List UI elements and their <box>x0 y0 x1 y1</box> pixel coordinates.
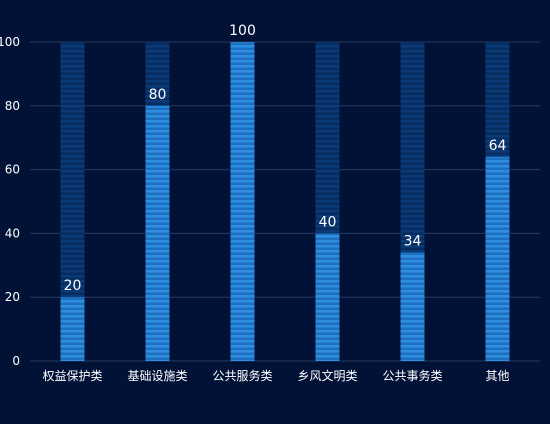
x-axis-tick-labels: 权益保护类 基础设施类 公共服务类 乡风文明类 公共事务类 其他 <box>42 368 509 383</box>
y-tick-label: 60 <box>5 163 20 177</box>
data-label: 40 <box>319 214 337 230</box>
bar <box>230 42 255 361</box>
y-tick-label: 40 <box>5 226 20 240</box>
x-tick-label: 权益保护类 <box>42 369 102 383</box>
data-label: 64 <box>489 138 507 154</box>
y-tick-label: 80 <box>5 99 20 113</box>
bar <box>315 233 340 361</box>
x-tick-label: 乡风文明类 <box>297 368 357 383</box>
data-labels: 20 80 100 40 34 64 <box>64 23 507 294</box>
data-label: 100 <box>229 23 256 39</box>
gridlines <box>30 41 540 362</box>
x-tick-label: 基础设施类 <box>127 369 187 383</box>
bar <box>485 156 510 361</box>
y-tick-label: 20 <box>5 290 20 304</box>
x-tick-label: 公共事务类 <box>382 368 442 383</box>
x-tick-label: 其他 <box>485 369 509 383</box>
bar-tracks <box>60 42 510 361</box>
bars <box>60 42 510 361</box>
bar <box>60 297 85 361</box>
bar <box>145 105 170 361</box>
y-tick-label: 0 <box>12 354 20 368</box>
data-label: 80 <box>149 87 167 103</box>
bar <box>400 252 425 361</box>
data-label: 20 <box>64 278 82 294</box>
y-tick-label: 100 <box>0 35 20 49</box>
data-label: 34 <box>404 234 422 250</box>
y-axis-tick-labels: 0 20 40 60 80 100 <box>0 35 20 368</box>
x-tick-label: 公共服务类 <box>212 368 272 383</box>
